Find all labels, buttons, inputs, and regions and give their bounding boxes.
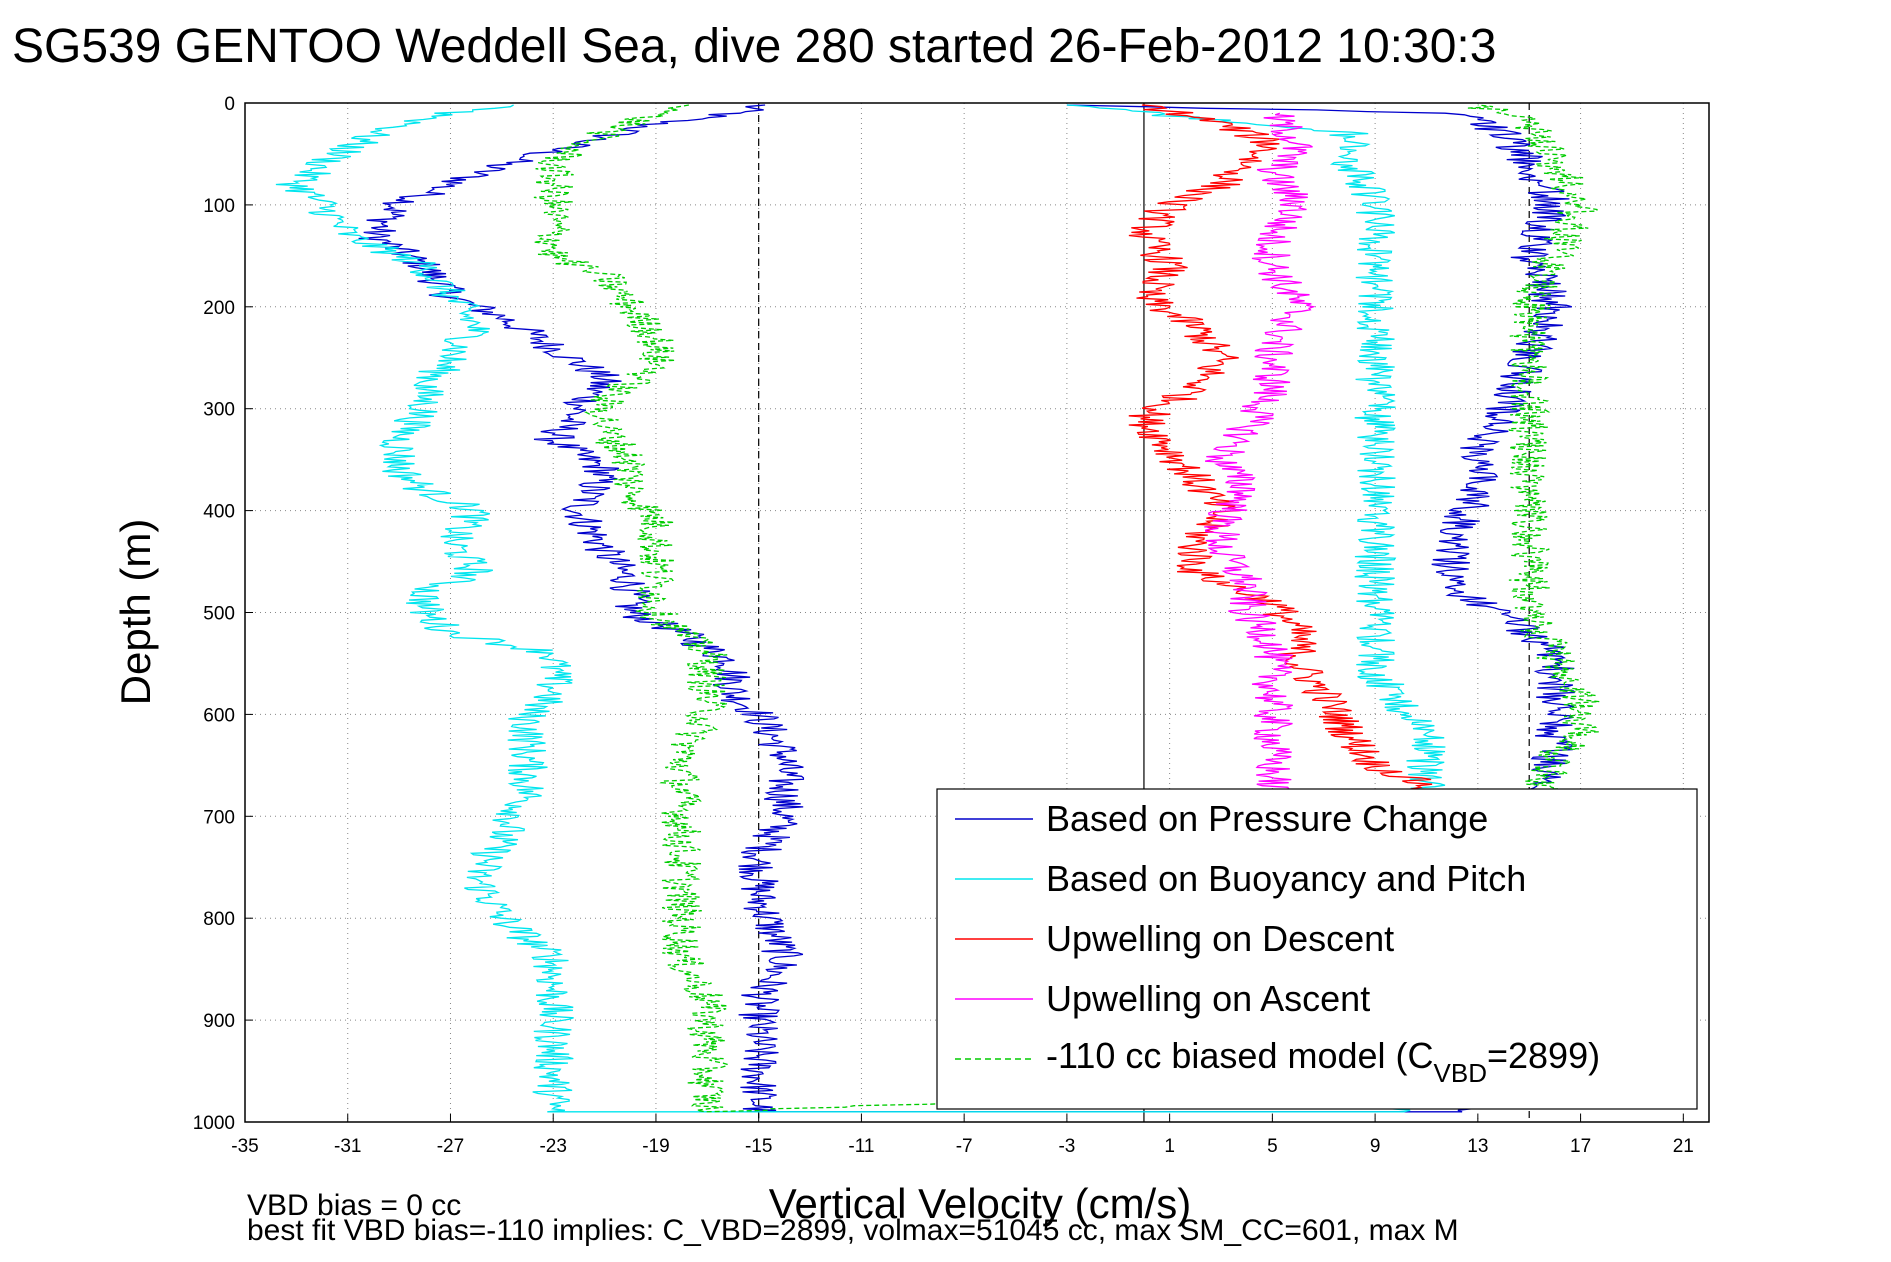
- x-tick-label: -15: [745, 1136, 772, 1157]
- x-tick-label: -11: [848, 1136, 874, 1157]
- x-tick-label: 21: [1673, 1136, 1694, 1157]
- x-tick-label: 5: [1267, 1136, 1278, 1157]
- legend-label-buoyancy: Based on Buoyancy and Pitch: [1046, 858, 1526, 899]
- x-tick-label: -31: [334, 1136, 361, 1157]
- x-tick-label: -27: [437, 1136, 464, 1157]
- y-tick-label: 1000: [193, 1113, 235, 1134]
- y-tick-label: 300: [203, 400, 235, 421]
- x-tick-label: 13: [1467, 1136, 1488, 1157]
- legend-label-model: -110 cc biased model (CVBD=2899): [1046, 1035, 1600, 1088]
- series-line-3: [1204, 112, 1316, 807]
- y-tick-label: 700: [203, 807, 235, 828]
- legend-label-pressure: Based on Pressure Change: [1046, 798, 1488, 839]
- y-tick-label: 0: [224, 94, 235, 115]
- legend-label-descent: Upwelling on Descent: [1046, 918, 1394, 959]
- axis-ticks: -35 -31 -27 -23 -19 -15 -11 -7 -3 1 5 9 13 17 21010020…: [193, 94, 1694, 1157]
- y-tick-label: 400: [203, 502, 235, 523]
- legend-label-ascent: Upwelling on Ascent: [1046, 978, 1370, 1019]
- x-tick-label: -3: [1058, 1136, 1075, 1157]
- chart-title: SG539 GENTOO Weddell Sea, dive 280 start…: [12, 20, 1496, 73]
- x-axis-label: Vertical Velocity (cm/s): [769, 1180, 1191, 1227]
- legend: Based on Pressure Change Based on Buoyan…: [936, 788, 1698, 1110]
- y-tick-label: 800: [203, 909, 235, 930]
- series-line-1: [275, 104, 1448, 1113]
- x-tick-label: -23: [539, 1136, 566, 1157]
- footer-bias: VBD bias = 0 cc: [247, 1189, 461, 1222]
- x-tick-label: 9: [1370, 1136, 1381, 1157]
- y-tick-label: 600: [203, 705, 235, 726]
- y-tick-label: 500: [203, 604, 235, 625]
- series-line-2: [1128, 104, 1435, 807]
- y-tick-label: 100: [203, 196, 235, 217]
- x-tick-label: -35: [231, 1136, 258, 1157]
- x-tick-label: 17: [1570, 1136, 1591, 1157]
- y-axis-label: Depth (m): [112, 519, 159, 706]
- series-line-4: [533, 104, 1600, 1113]
- y-tick-label: 900: [203, 1011, 235, 1032]
- y-tick-label: 200: [203, 298, 235, 319]
- legend-box: [936, 788, 1698, 1110]
- x-tick-label: -19: [642, 1136, 669, 1157]
- x-tick-label: 1: [1164, 1136, 1175, 1157]
- x-tick-label: -7: [956, 1136, 973, 1157]
- plot-lines: [275, 104, 1600, 1113]
- footer-best-fit: best fit VBD bias=-110 implies: C_VBD=28…: [247, 1214, 1459, 1247]
